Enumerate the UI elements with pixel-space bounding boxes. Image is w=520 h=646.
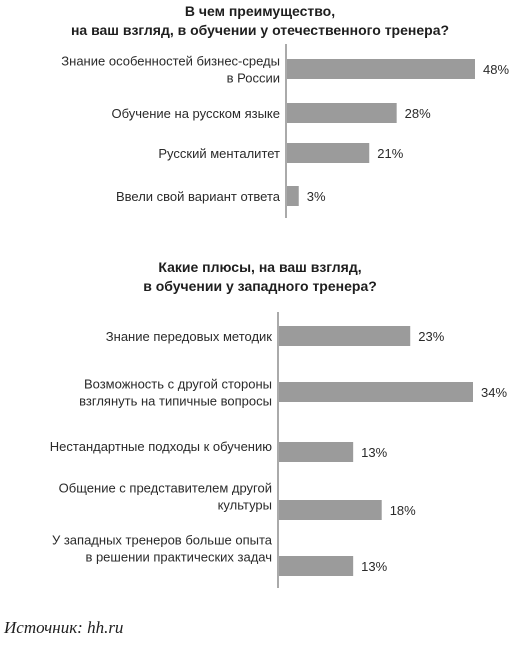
chart-1-value-label-1: 48% [483, 62, 509, 77]
chart-1-value-label-4: 3% [307, 189, 326, 204]
chart-2-value-label-5: 13% [361, 559, 387, 574]
chart-2-category-label-1: Знание передовых методик [106, 329, 273, 344]
chart-2-category-label-3: Нестандартные подходы к обучению [50, 439, 272, 454]
chart-1-bar-3 [287, 143, 370, 163]
source-note: Источник: hh.ru [4, 618, 124, 637]
chart-1-category-label-1: Знание особенностей бизнес-среды в России [61, 54, 280, 86]
chart-1-value-label-2: 28% [405, 106, 431, 121]
chart-1-bar-4 [287, 186, 299, 206]
chart-2-bar-2 [279, 382, 473, 402]
chart-2-category-label-2: Возможность с другой стороны взглянуть на… [79, 377, 272, 409]
chart-2: 23% Знание передовых методик 34% Возможност… [50, 312, 507, 588]
chart-2-bar-1 [279, 326, 411, 346]
chart-1-value-label-3: 21% [377, 146, 403, 161]
chart-2-value-label-2: 34% [481, 385, 507, 400]
chart-2-value-label-1: 23% [418, 329, 444, 344]
chart-2-bar-5 [279, 556, 354, 576]
chart-2-category-label-4: Общение с представителем другой культуры [59, 481, 272, 513]
chart-1-category-label-4: Ввели свой вариант ответа [116, 189, 281, 204]
chart-1: 48% Знание особенностей бизнес-среды в Рос… [61, 44, 509, 218]
chart-2-title: Какие плюсы, на ваш взгляд, в обучении у … [143, 259, 377, 294]
chart-2-value-label-4: 18% [390, 503, 416, 518]
chart-1-category-label-2: Обучение на русском языке [111, 106, 280, 121]
chart-2-bar-3 [279, 442, 354, 462]
chart-2-category-label-5: У западных тренеров больше опыта в решени… [52, 533, 273, 565]
chart-1-title: В чем преимущество, на ваш взгляд, в обуч… [70, 3, 450, 38]
chart-1-category-label-3: Русский менталитет [158, 146, 280, 161]
chart-1-bar-2 [287, 103, 397, 123]
chart-2-bar-4 [279, 500, 382, 520]
chart-2-value-label-3: 13% [361, 445, 387, 460]
chart-1-bar-1 [287, 59, 475, 79]
